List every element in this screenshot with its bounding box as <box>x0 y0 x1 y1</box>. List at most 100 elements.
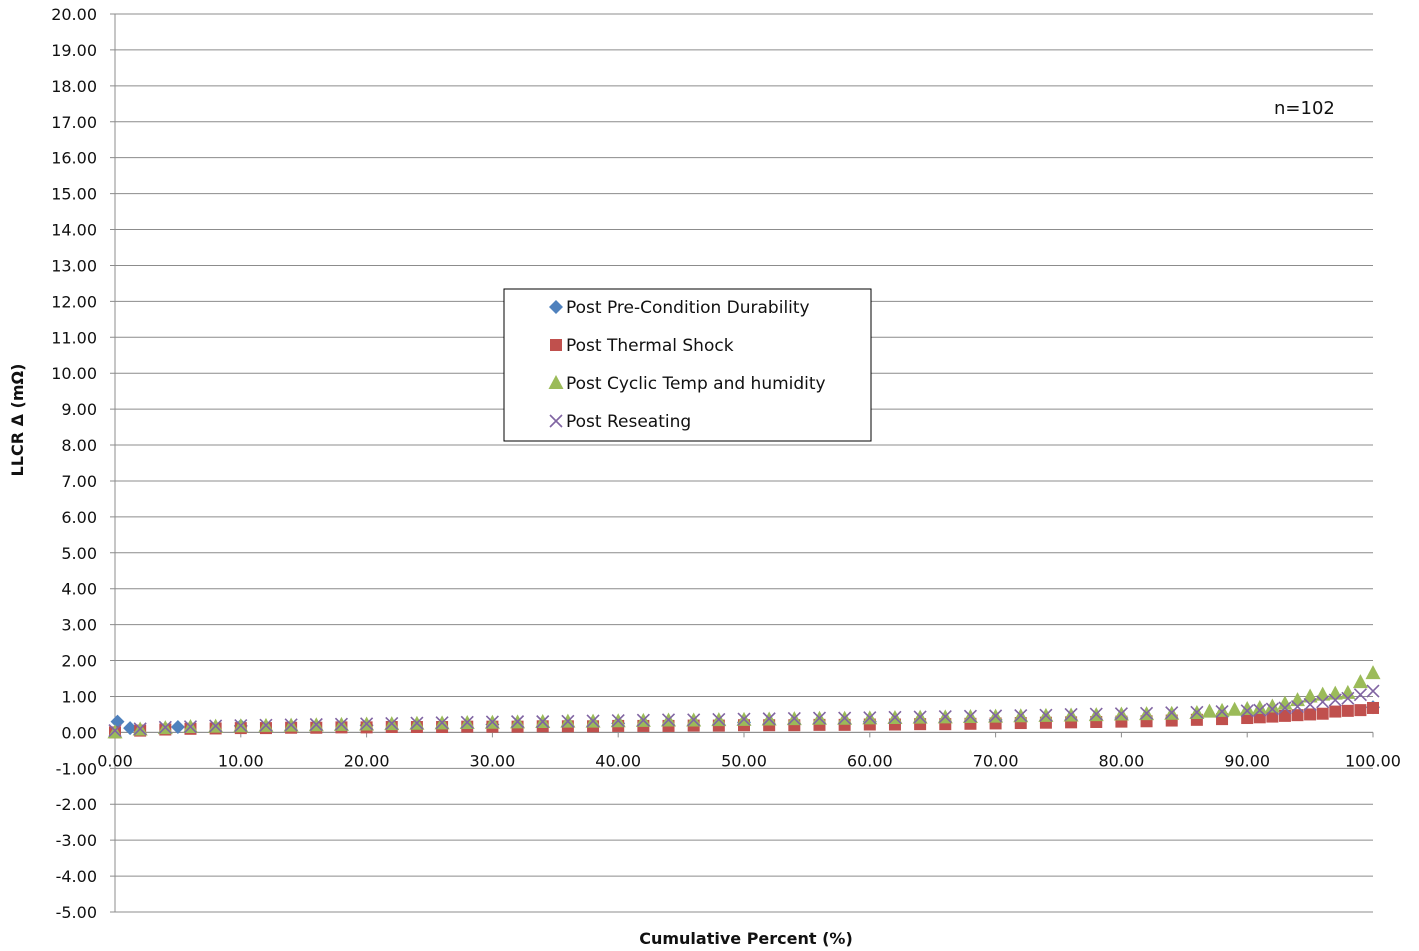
data-point-x <box>1165 706 1179 720</box>
data-point-triangle <box>1277 695 1293 710</box>
data-point-x <box>561 714 575 728</box>
data-point-x <box>410 716 424 730</box>
data-point-x <box>309 717 323 732</box>
data-point-triangle <box>1252 699 1268 714</box>
x-axis-title: Cumulative Percent (%) <box>639 929 853 948</box>
data-point-triangle <box>1340 684 1356 699</box>
data-point-diamond <box>123 721 138 736</box>
legend-marker-triangle <box>548 375 564 389</box>
legend: Post Pre-Condition Durability Post Therma… <box>503 288 872 442</box>
data-point-x <box>259 718 273 732</box>
data-point-x <box>1341 691 1355 705</box>
y-tick-label: 14.00 <box>51 221 97 240</box>
data-point-x <box>485 715 499 729</box>
data-point-x <box>435 716 449 730</box>
y-tick-labels: 20.00 19.00 18.00 17.00 16.00 15.00 14.00 13.00… <box>51 5 97 922</box>
data-point-x <box>1316 695 1330 709</box>
data-point-square <box>1329 705 1342 718</box>
data-point-x <box>812 711 827 725</box>
data-point-x <box>360 717 374 731</box>
y-tick-label: 5.00 <box>61 544 97 563</box>
y-tick-label: 13.00 <box>51 256 97 275</box>
data-point-x <box>1039 708 1053 722</box>
y-tick-label: 7.00 <box>61 472 97 491</box>
y-tick-label: 18.00 <box>51 77 97 96</box>
legend-label: Post Cyclic Temp and humidity <box>566 374 826 394</box>
y-axis-title: LLCR Δ (mΩ) <box>8 364 27 477</box>
series-x <box>108 684 1380 738</box>
data-point-x <box>913 710 927 724</box>
y-tick-label: 8.00 <box>61 436 97 455</box>
x-tick-label: 100.00 <box>1345 751 1401 770</box>
data-point-square <box>1304 708 1317 721</box>
data-point-x <box>1265 702 1279 716</box>
data-point-square <box>1367 701 1379 714</box>
data-point-square <box>1354 704 1367 717</box>
data-point-x <box>1303 697 1317 711</box>
data-point-square <box>1316 707 1329 720</box>
data-point-x <box>334 717 349 731</box>
data-point-x <box>284 718 298 732</box>
y-tick-label: 6.00 <box>61 508 97 527</box>
data-point-x <box>963 709 978 723</box>
data-point-x <box>460 715 474 729</box>
data-point-x <box>1328 693 1342 707</box>
legend-marker-square <box>550 339 562 351</box>
x-tick-labels: 0.00 10.00 20.00 30.00 40.00 50.00 60.00 70.00 8… <box>97 751 1401 770</box>
data-point-x <box>1240 704 1254 718</box>
data-point-square <box>1253 711 1266 724</box>
x-tick-label: 0.00 <box>97 751 133 770</box>
data-point-x <box>1253 703 1267 717</box>
data-point-triangle <box>1315 686 1331 701</box>
data-point-x <box>1278 701 1292 715</box>
data-point-square <box>1266 710 1279 723</box>
x-tick-label: 60.00 <box>847 751 893 770</box>
data-point-x <box>1064 707 1078 722</box>
y-tick-label: 12.00 <box>51 292 97 311</box>
x-tick-label: 80.00 <box>1098 751 1144 770</box>
data-point-square <box>1291 709 1304 722</box>
data-point-x <box>938 710 952 724</box>
data-point-x <box>158 720 172 734</box>
y-tick-label: 19.00 <box>51 41 97 60</box>
gridlines <box>110 13 1373 913</box>
data-point-x <box>838 711 852 725</box>
data-point-x <box>636 713 650 727</box>
x-tick-label: 30.00 <box>469 751 515 770</box>
data-point-x <box>1014 708 1028 723</box>
legend-label: Post Pre-Condition Durability <box>566 298 810 318</box>
data-point-x <box>1353 688 1367 702</box>
legend-box <box>503 288 872 442</box>
data-point-x <box>863 711 877 725</box>
data-point-square <box>1278 709 1291 722</box>
data-point-triangle <box>1214 702 1230 717</box>
y-tick-label: -4.00 <box>56 867 97 886</box>
data-point-x <box>712 712 726 727</box>
data-point-triangle <box>1365 665 1381 680</box>
data-point-x <box>1114 707 1128 721</box>
data-point-triangle <box>1327 685 1343 700</box>
data-point-x <box>586 714 600 728</box>
data-point-x <box>1215 705 1229 719</box>
sample-size-annotation: n=102 <box>1274 98 1335 119</box>
y-tick-label: 9.00 <box>61 400 97 419</box>
data-point-x <box>1089 707 1103 721</box>
legend-label: Post Thermal Shock <box>566 336 734 356</box>
legend-label: Post Reseating <box>566 412 691 432</box>
y-tick-label: 0.00 <box>61 723 97 742</box>
data-point-x <box>183 720 198 734</box>
data-point-x <box>133 722 147 736</box>
y-tick-label: 16.00 <box>51 149 97 168</box>
data-point-x <box>611 713 625 728</box>
legend-marker-x <box>549 414 563 428</box>
data-point-x <box>510 715 525 729</box>
y-tick-label: 3.00 <box>61 616 97 635</box>
y-tick-label: -3.00 <box>56 831 97 850</box>
y-tick-label: 1.00 <box>61 687 97 706</box>
data-point-x <box>687 713 701 727</box>
data-point-x <box>385 716 399 730</box>
y-tick-label: 10.00 <box>51 364 97 383</box>
data-point-x <box>536 715 550 729</box>
y-tick-label: -5.00 <box>56 903 97 922</box>
